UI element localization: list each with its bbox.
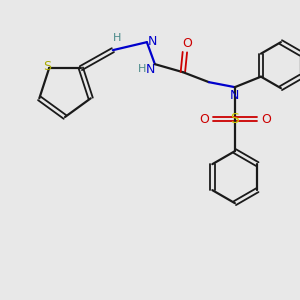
Text: O: O bbox=[261, 113, 271, 126]
Text: N: N bbox=[148, 35, 158, 48]
Text: O: O bbox=[182, 37, 192, 50]
Text: O: O bbox=[199, 113, 209, 126]
Text: N: N bbox=[230, 89, 240, 102]
Text: S: S bbox=[43, 60, 51, 73]
Text: H: H bbox=[138, 64, 146, 74]
Text: N: N bbox=[146, 63, 156, 76]
Text: S: S bbox=[230, 112, 239, 126]
Text: H: H bbox=[113, 33, 121, 43]
